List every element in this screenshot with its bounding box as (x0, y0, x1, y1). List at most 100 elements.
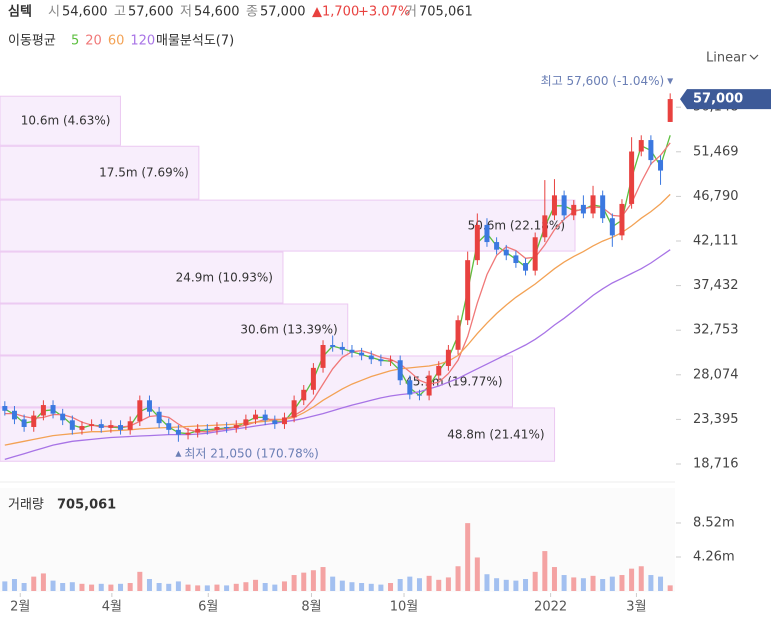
candle-body (339, 346, 345, 350)
y-tick-label: 28,074 (693, 367, 739, 382)
candle-body (166, 423, 172, 430)
volume-bar (397, 579, 403, 591)
volume-bar (494, 578, 500, 591)
volume-bar (368, 583, 374, 591)
volume-bar (89, 584, 95, 591)
profile-label: 17.5m (7.69%) (99, 166, 189, 180)
candle-body (204, 428, 210, 430)
volume-bar (609, 576, 615, 591)
volume-bar (513, 580, 519, 591)
volume-bar (455, 566, 461, 591)
volume-bar (253, 579, 259, 591)
volume-bar (166, 583, 172, 591)
candle-body (137, 400, 143, 422)
candle-body (224, 426, 230, 428)
high-value: 57,600 (128, 5, 174, 20)
volume-bar (50, 580, 56, 591)
candle-body (571, 204, 577, 216)
scale-button[interactable]: Linear (706, 51, 747, 66)
volume-bar (156, 583, 162, 591)
candle-body (388, 360, 394, 362)
y-tick-label: 37,432 (693, 278, 739, 293)
volume-bar (551, 567, 557, 591)
y-tick-label: 32,753 (693, 323, 739, 338)
ma-legend: 5 (71, 34, 79, 49)
volume-bar (40, 573, 46, 591)
candle-body (658, 160, 664, 171)
volume-bar (359, 583, 365, 591)
volume-bar (416, 578, 422, 591)
candle-body (118, 425, 124, 430)
volume-bar (580, 578, 586, 591)
volume-bar (629, 568, 635, 591)
profile-title[interactable]: 매물분석도(7) (156, 34, 234, 49)
profile-bar (0, 145, 200, 200)
profile-label: 48.8m (21.41%) (447, 428, 544, 442)
candle-body (426, 375, 432, 396)
volume-bar (310, 570, 316, 591)
volume-value: 705,061 (419, 5, 473, 20)
close-value: 57,000 (260, 5, 306, 20)
volume-bar (484, 574, 490, 591)
candle-body (301, 389, 307, 401)
volume-bar (378, 584, 384, 591)
volume-bar (349, 582, 355, 591)
volume-bar (214, 584, 220, 591)
candle-body (407, 380, 413, 395)
profile-label: 10.6m (4.63%) (21, 114, 111, 128)
candle-body (494, 242, 500, 250)
candle-body (551, 195, 557, 216)
volume-bar (474, 557, 480, 591)
volume-bar (11, 579, 17, 591)
volume-bar (31, 576, 37, 591)
volume-bar (79, 583, 85, 591)
last-price-label: 57,000 (693, 92, 743, 107)
candle-body (214, 426, 220, 430)
candle-body (503, 249, 509, 256)
ma-title: 이동평균 (8, 34, 56, 49)
volume-tick-label: 8.52m (693, 515, 735, 530)
low-note: 최저 21,050 (170.78%) (184, 446, 318, 460)
volume-bar (21, 583, 27, 591)
candle-body (156, 411, 162, 424)
candle-body (523, 263, 529, 271)
volume-bar (667, 585, 673, 591)
dropdown-caret[interactable] (749, 54, 759, 60)
volume-bar (204, 585, 210, 591)
candle-body (262, 414, 268, 421)
volume-tick-label: 4.26m (693, 549, 735, 564)
y-tick-label: 23,395 (693, 412, 739, 427)
candle-body (310, 367, 316, 390)
candle-body (600, 195, 606, 219)
volume-bar (127, 583, 133, 591)
x-tick-label: 6월 (198, 600, 218, 615)
volume-bar (195, 585, 201, 591)
volume-bar (60, 583, 66, 591)
volume-bar (330, 576, 336, 591)
volume-bar (590, 575, 596, 591)
open-value: 54,600 (62, 5, 108, 20)
candle-body (185, 432, 191, 435)
candle-body (532, 237, 538, 271)
profile-bar (0, 251, 284, 304)
moving-average (4, 135, 671, 435)
x-tick-label: 2022 (534, 600, 567, 615)
candle-body (330, 345, 336, 347)
candle-body (31, 415, 37, 427)
candle-body (436, 365, 442, 376)
profile-label: 30.6m (13.39%) (240, 322, 337, 336)
volume-bar (648, 575, 654, 591)
profile-bar (0, 407, 556, 462)
candle-body (638, 140, 644, 152)
stock-name: 심텍 (8, 4, 32, 20)
y-tick-label: 51,469 (693, 144, 739, 159)
candle-body (378, 359, 384, 362)
candle-body (60, 413, 66, 421)
y-tick-label: 18,716 (693, 457, 739, 472)
moving-average (4, 193, 671, 446)
candle-body (2, 406, 8, 411)
candle-body (98, 424, 104, 428)
candle-body (445, 349, 451, 366)
volume-bar (426, 575, 432, 591)
